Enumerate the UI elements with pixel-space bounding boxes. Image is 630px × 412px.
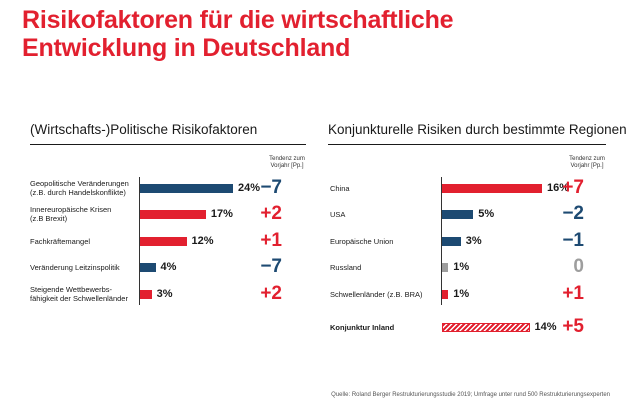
right-row-1-value: 5%	[478, 208, 495, 220]
right-chart-title: Konjunkturelle Risiken durch bestimmte R…	[328, 122, 627, 137]
right-row-1-label: USA	[330, 210, 345, 219]
left-row-0-label-line: Geopolitische Veränderungen	[30, 179, 129, 188]
source-note: Quelle: Roland Berger Restrukturierungss…	[331, 392, 610, 398]
left-row-2-label: Fachkräftemangel	[30, 237, 90, 246]
left-title-rule	[30, 144, 306, 145]
right-row-3-delta: 0	[573, 256, 584, 277]
right-row-5-label: Konjunktur Inland	[330, 323, 394, 332]
right-row-1-label-line: USA	[330, 209, 346, 219]
right-row-5-delta: +5	[562, 316, 584, 337]
left-row-1-label-line: (z.B Brexit)	[30, 214, 68, 223]
left-row-2-value: 12%	[191, 235, 214, 247]
right-trend-header-line-2: Vorjahr [Pp.]	[570, 163, 604, 169]
right-row-0-bar	[442, 183, 542, 193]
right-row-0-value: 16%	[547, 182, 570, 194]
right-row-4-bar	[442, 289, 449, 299]
left-row-4-label: Steigende Wettbewerbs-fähigkeit der Schw…	[30, 285, 128, 303]
left-row-1-value: 17%	[210, 208, 233, 220]
right-row-4-value: 1%	[453, 288, 470, 300]
left-row-0-bar	[140, 183, 233, 193]
right-row-5-value: 14%	[534, 321, 557, 333]
left-row-3-delta: −7	[260, 256, 282, 277]
left-row-0-delta: −7	[260, 177, 282, 198]
left-row-4-bar	[140, 289, 152, 299]
left-row-1-label: Innereuropäische Krisen (z.B Brexit)	[30, 205, 111, 223]
right-trend-header: Tendenz zum Vorjahr [Pp.]	[557, 156, 617, 170]
left-row-3-value: 4%	[160, 261, 177, 273]
right-row-1-bar	[442, 209, 474, 219]
right-row-2-value: 3%	[465, 235, 482, 247]
right-row-0-label: China	[330, 184, 350, 193]
left-row-1-bar	[140, 209, 206, 219]
left-row-3-label-line: Veränderung Leitzinspolitik	[30, 262, 120, 272]
right-row-2-label-line: Europäische Union	[330, 236, 394, 246]
right-row-3-label: Russland	[330, 263, 361, 272]
right-row-0-delta: +7	[562, 177, 584, 198]
right-title-rule	[328, 144, 606, 145]
right-row-1-delta: −2	[562, 203, 584, 224]
left-row-0-label: Geopolitische Veränderungen (z.B. durch H…	[30, 179, 129, 197]
right-row-3-value: 1%	[453, 261, 470, 273]
left-row-2-delta: +1	[260, 230, 282, 251]
page-title: Risikofaktoren für die wirtschaftliche E…	[22, 6, 602, 62]
right-trend-header-line-1: Tendenz zum	[569, 156, 605, 162]
left-row-4-label-line: Steigende Wettbewerbs-	[30, 285, 112, 294]
right-row-5-bar	[442, 322, 530, 332]
right-row-3-bar	[442, 262, 449, 272]
right-row-0-label-line: China	[330, 183, 350, 193]
left-row-0-label-line: (z.B. durch Handelskonflikte)	[30, 188, 126, 197]
right-row-5-label-line: Konjunktur Inland	[330, 322, 395, 332]
right-row-2-bar	[442, 236, 461, 246]
title-line-2: Entwicklung in Deutschland	[22, 34, 351, 62]
left-chart-title: (Wirtschafts-)Politische Risikofaktoren	[30, 122, 258, 137]
left-row-4-value: 3%	[156, 288, 173, 300]
right-chart-axis	[441, 177, 442, 305]
left-chart-axis	[139, 177, 140, 305]
right-row-4-label-line: Schwellenländer (z.B. BRA)	[330, 289, 423, 299]
title-line-1: Risikofaktoren für die wirtschaftliche	[22, 6, 454, 34]
left-row-3-bar	[140, 262, 156, 272]
left-trend-header-line-1: Tendenz zum	[269, 156, 305, 162]
left-trend-header-line-2: Vorjahr [Pp.]	[270, 163, 304, 169]
left-row-2-label-line: Fachkräftemangel	[30, 236, 91, 246]
right-row-4-delta: +1	[562, 283, 584, 304]
left-row-4-label-line: fähigkeit der Schwellenländer	[30, 294, 128, 303]
right-row-2-label: Europäische Union	[330, 237, 393, 246]
left-row-1-delta: +2	[260, 203, 282, 224]
left-row-3-label: Veränderung Leitzinspolitik	[30, 263, 120, 272]
right-row-3-label-line: Russland	[330, 262, 362, 272]
left-trend-header: Tendenz zum Vorjahr [Pp.]	[257, 156, 317, 170]
right-row-2-delta: −1	[562, 230, 584, 251]
right-row-4-label: Schwellenländer (z.B. BRA)	[330, 290, 423, 299]
left-row-2-bar	[140, 236, 187, 246]
left-row-4-delta: +2	[260, 283, 282, 304]
left-row-1-label-line: Innereuropäische Krisen	[30, 205, 112, 214]
left-row-0-value: 24%	[238, 182, 261, 194]
